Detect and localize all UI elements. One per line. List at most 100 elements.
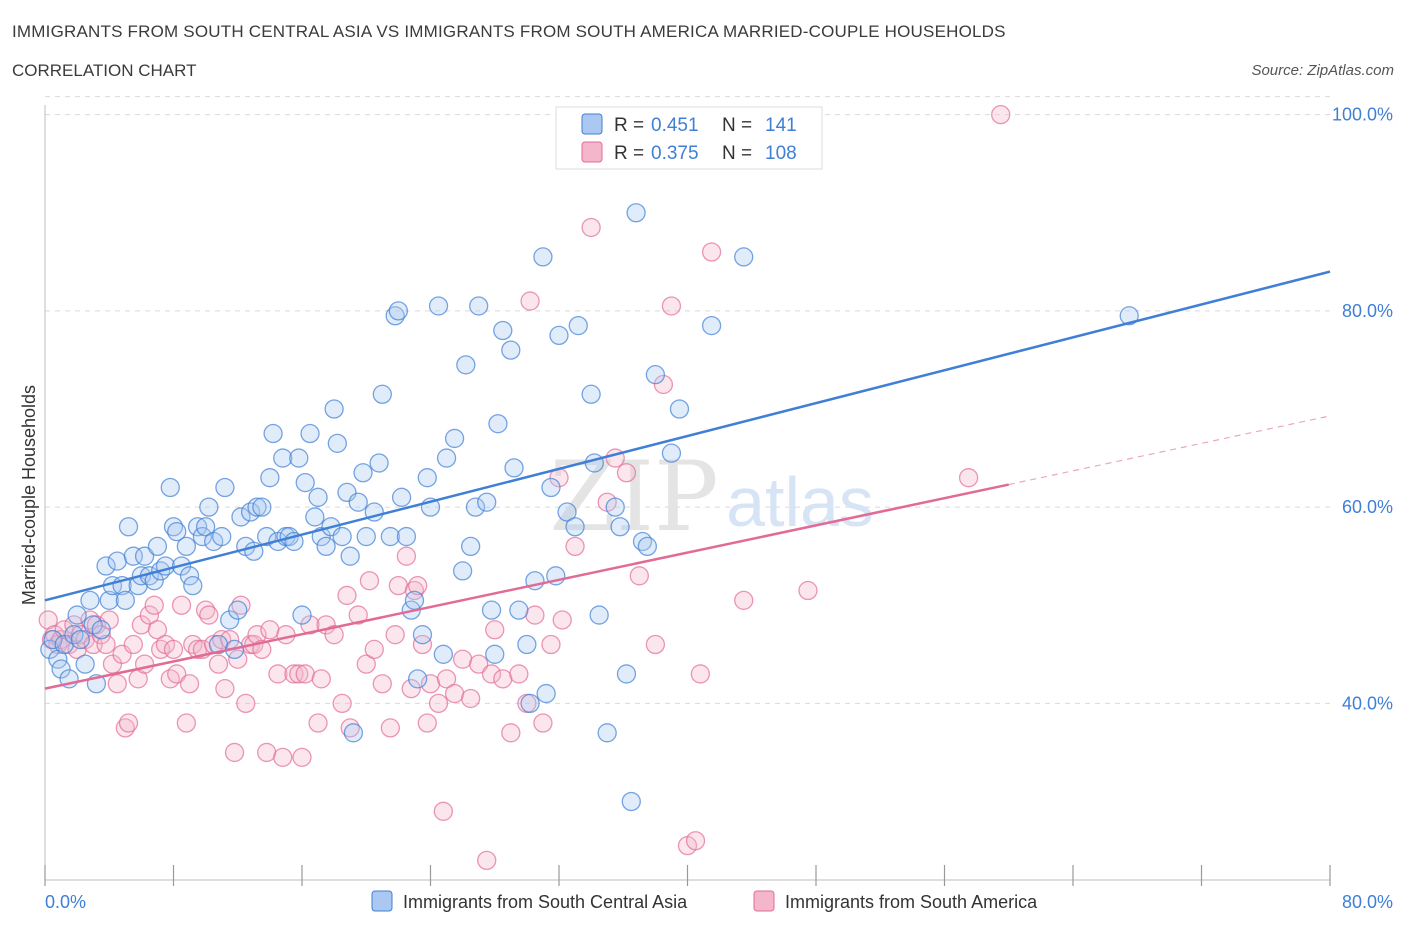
data-point xyxy=(581,217,601,238)
data-point xyxy=(485,620,505,640)
trend-line-1 xyxy=(44,483,1010,690)
data-point xyxy=(236,693,256,714)
data-point xyxy=(199,605,219,625)
series-legend: Immigrants from South Central Asia Immigr… xyxy=(371,890,1038,912)
stats-n-label: N = xyxy=(722,143,752,164)
data-point xyxy=(653,374,674,395)
stats-n-label: N = xyxy=(722,115,752,136)
data-point xyxy=(798,580,818,601)
data-point xyxy=(536,683,556,704)
stats-n-value: 108 xyxy=(765,143,797,164)
data-point xyxy=(504,458,524,478)
data-point xyxy=(701,315,722,336)
data-point xyxy=(305,507,325,527)
data-point xyxy=(541,634,561,655)
data-point xyxy=(268,664,288,684)
data-point xyxy=(433,644,454,664)
data-point xyxy=(343,723,364,743)
data-point xyxy=(292,605,312,625)
data-point xyxy=(501,340,521,360)
data-point xyxy=(292,747,312,767)
watermark: ZIP atlas xyxy=(549,441,874,553)
data-point xyxy=(991,104,1011,125)
data-point xyxy=(396,546,417,566)
data-point xyxy=(629,566,649,586)
series-south-america-points xyxy=(38,104,1011,871)
data-point xyxy=(493,320,513,341)
data-point xyxy=(605,497,625,517)
data-point xyxy=(469,296,489,316)
data-point xyxy=(224,742,245,763)
data-point xyxy=(43,629,63,650)
trend-lines xyxy=(44,270,1331,690)
data-point xyxy=(452,561,473,581)
data-point xyxy=(407,575,428,596)
data-point xyxy=(228,600,248,620)
data-point xyxy=(525,605,545,625)
data-point xyxy=(115,590,135,610)
data-point xyxy=(669,399,690,419)
data-point xyxy=(212,526,232,547)
data-point xyxy=(412,634,433,655)
x-tick-label: 0.0% xyxy=(45,892,86,912)
x-tick-label: 80.0% xyxy=(1342,892,1393,912)
data-point xyxy=(139,605,160,625)
data-point xyxy=(316,536,336,557)
data-point xyxy=(461,688,481,709)
data-point xyxy=(621,791,641,812)
data-point xyxy=(520,291,540,311)
stats-legend: R = 0.451 N = 141 R = 0.375 N = 108 xyxy=(555,106,823,170)
data-point xyxy=(289,448,309,468)
data-point xyxy=(348,605,368,625)
data-point xyxy=(257,526,277,547)
data-point xyxy=(417,468,437,488)
data-point xyxy=(199,497,219,517)
data-point xyxy=(616,664,637,684)
tick-labels: 100.0% 80.0% 60.0% 40.0% 0.0% 80.0% xyxy=(45,105,1393,912)
data-point xyxy=(637,536,657,557)
chart-subtitle: CORRELATION CHART xyxy=(12,61,197,80)
data-point xyxy=(734,590,754,610)
data-point xyxy=(417,713,437,733)
data-point xyxy=(407,669,428,689)
data-point xyxy=(456,355,476,375)
data-point xyxy=(433,801,454,821)
data-point xyxy=(391,487,412,507)
data-point xyxy=(533,713,553,733)
data-point xyxy=(220,610,240,630)
data-point xyxy=(300,615,320,635)
data-point xyxy=(134,546,155,566)
data-point xyxy=(80,590,100,610)
data-point xyxy=(263,423,283,444)
data-point xyxy=(134,654,155,674)
data-point xyxy=(260,620,280,640)
data-point xyxy=(661,443,682,463)
data-point xyxy=(401,679,421,699)
data-point xyxy=(380,718,400,738)
data-point xyxy=(493,669,513,689)
data-point xyxy=(70,629,90,650)
data-point xyxy=(147,620,168,640)
data-point xyxy=(372,674,392,694)
data-point xyxy=(701,242,722,262)
y-axis-label: Married-couple Households xyxy=(19,385,39,605)
data-point xyxy=(171,595,192,615)
data-point xyxy=(584,453,604,473)
stats-r-value: 0.451 xyxy=(651,115,699,136)
data-point xyxy=(300,423,320,444)
data-point xyxy=(99,590,119,610)
data-point xyxy=(380,526,400,547)
data-point xyxy=(276,625,296,645)
data-point xyxy=(396,526,417,547)
data-point xyxy=(1119,306,1139,326)
data-point xyxy=(517,634,537,655)
stats-n-value: 141 xyxy=(765,115,797,136)
data-point xyxy=(364,639,384,660)
data-point xyxy=(372,384,392,404)
data-point xyxy=(509,664,529,684)
data-point xyxy=(565,536,585,557)
data-point xyxy=(356,526,376,547)
y-tick-label: 80.0% xyxy=(1342,301,1393,321)
y-tick-label: 100.0% xyxy=(1332,105,1393,125)
data-point xyxy=(356,654,376,674)
